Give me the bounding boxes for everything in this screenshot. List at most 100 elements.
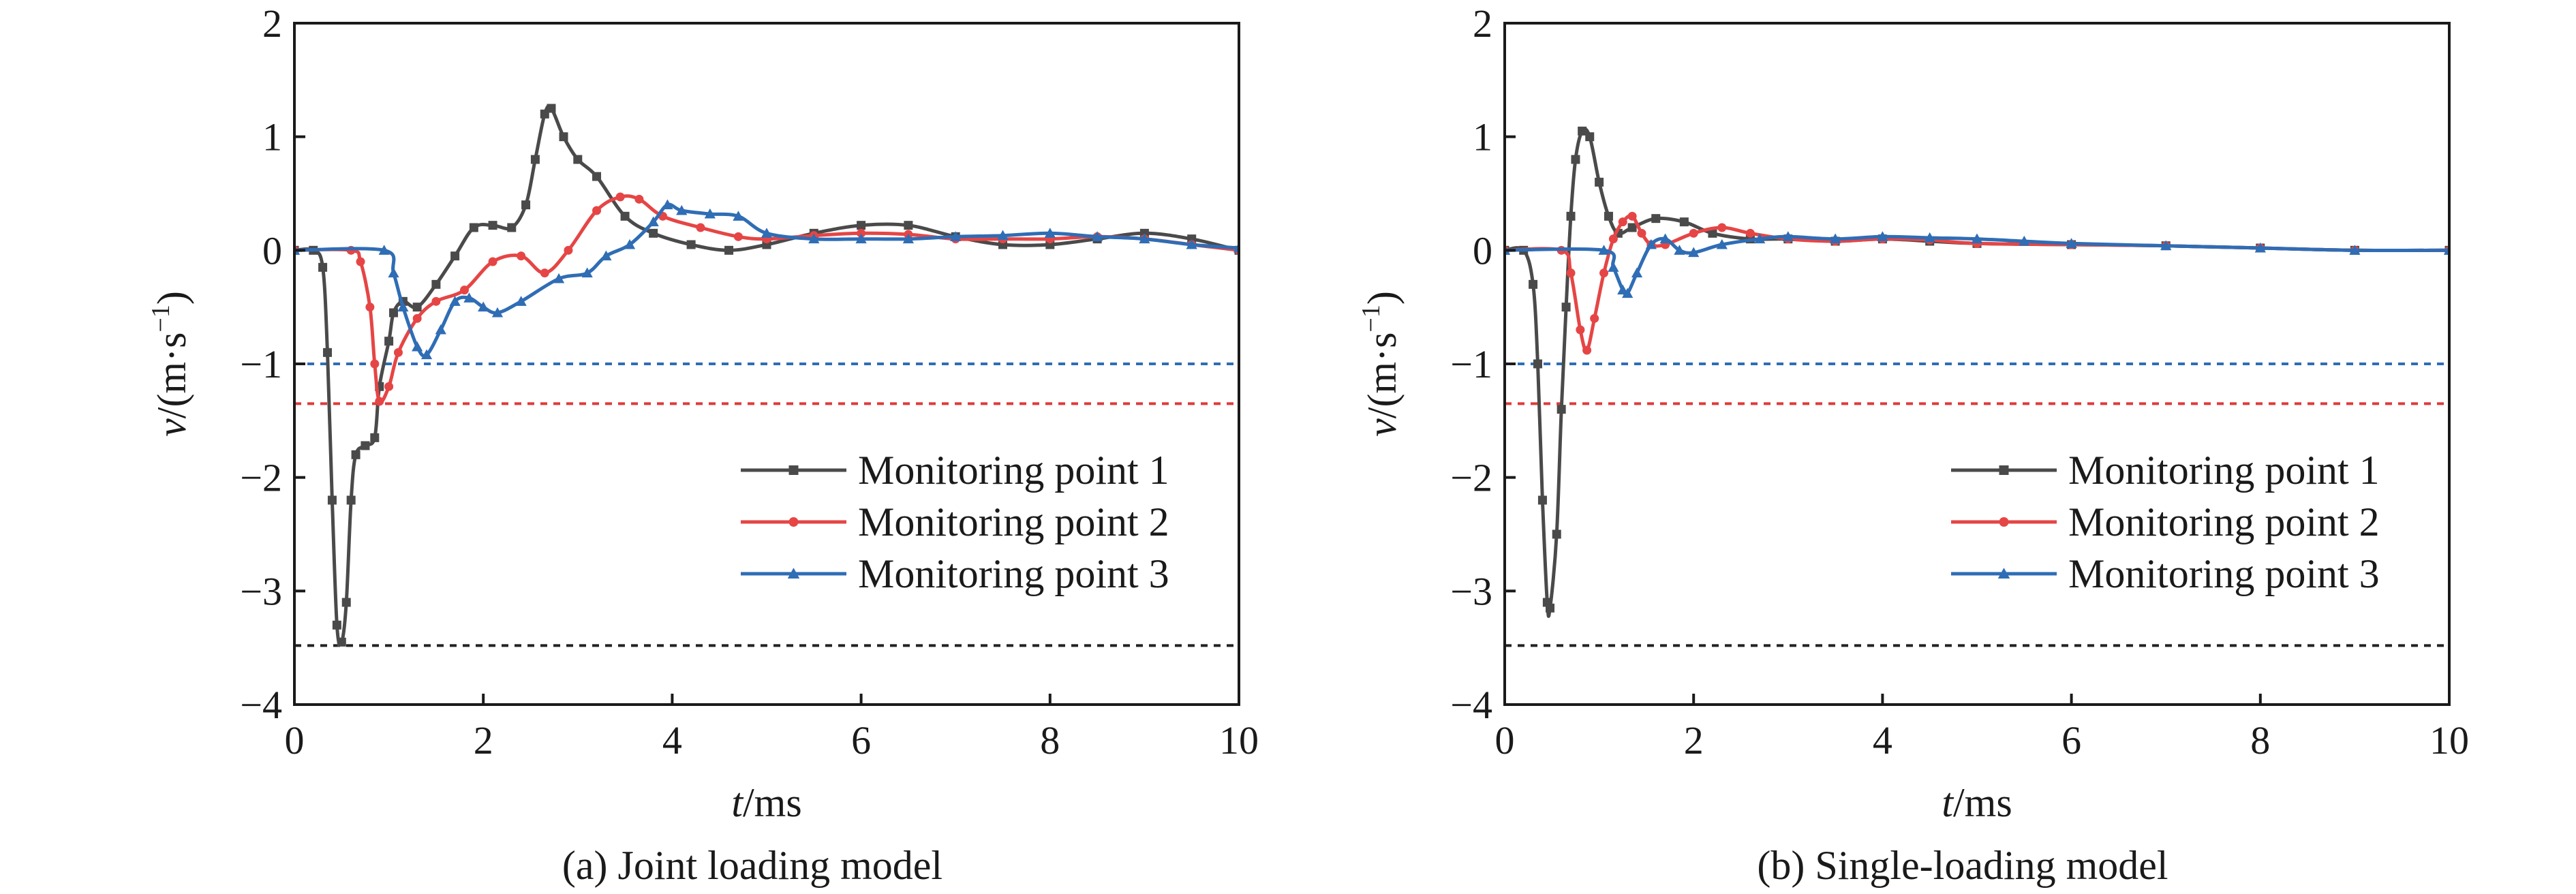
data-point-s1-24 (530, 155, 540, 164)
x-tick-label: 10 (2429, 718, 2469, 762)
data-point-s1-5 (1537, 495, 1547, 505)
data-point-s2-6 (375, 397, 384, 406)
data-point-s3-25 (902, 233, 915, 244)
data-point-s2-20 (696, 223, 705, 232)
data-point-s3-30 (1139, 233, 1150, 244)
data-point-s1-7 (1546, 603, 1555, 613)
data-point-s1-17 (412, 303, 422, 312)
legend: Monitoring point 1 Monitoring point 2 Moni… (741, 448, 1169, 596)
x-axis-title: t/ms (1942, 780, 2012, 825)
y-tick-label: 2 (1473, 1, 1492, 46)
data-point-s3-24 (855, 233, 867, 244)
data-point-s1-23 (521, 200, 531, 210)
data-point-s3-19 (676, 204, 688, 215)
data-point-s3-15 (1877, 231, 1888, 241)
y-tick-label: −4 (240, 683, 282, 727)
data-point-s3-23 (808, 233, 820, 244)
data-point-s3-11 (1716, 238, 1728, 249)
legend-label-3: Monitoring point 3 (858, 551, 1169, 596)
x-tick-label: 4 (662, 718, 682, 762)
legend-label-2: Monitoring point 2 (2068, 499, 2380, 544)
series-3 (1505, 231, 2449, 298)
data-point-s3-9 (463, 292, 475, 303)
data-point-s1-9 (346, 495, 356, 505)
data-point-s3-29 (1091, 231, 1103, 241)
data-point-s2-9 (412, 313, 422, 323)
data-point-s3-12 (1754, 233, 1766, 244)
data-point-s1-15 (389, 308, 399, 318)
data-point-s1-21 (488, 221, 497, 230)
x-tick-label: 2 (1684, 718, 1704, 762)
data-point-s3-18 (662, 199, 673, 210)
data-point-s1-32 (686, 240, 696, 249)
data-point-s3-21 (2254, 242, 2266, 253)
data-point-s1-18 (431, 279, 441, 289)
data-point-s3-18 (2019, 235, 2030, 246)
x-tick-label: 0 (1495, 718, 1515, 762)
data-point-s2-24 (857, 228, 866, 238)
data-point-s2-8 (393, 348, 403, 357)
x-tick-label: 10 (1219, 718, 1259, 762)
data-point-s2-7 (384, 382, 394, 391)
data-point-s3-27 (997, 230, 1009, 241)
series-3 (294, 199, 1239, 360)
data-point-s2-7 (1599, 268, 1609, 278)
data-point-s3-22 (761, 228, 773, 238)
data-point-s3-20 (2160, 240, 2172, 251)
data-point-s1-4 (323, 348, 333, 357)
data-point-s3-8 (1659, 233, 1671, 244)
data-point-s2-18 (634, 194, 644, 204)
data-point-s3-13 (553, 273, 565, 283)
y-tick-label: −2 (240, 456, 282, 500)
data-point-s3-22 (2349, 245, 2361, 255)
data-point-s3-13 (1782, 231, 1794, 241)
data-point-s3-32 (1233, 242, 1239, 253)
data-point-s1-11 (1566, 211, 1576, 221)
data-point-s1-20 (469, 223, 478, 232)
x-tick-label: 8 (1040, 718, 1060, 762)
data-point-s1-19 (1651, 214, 1661, 224)
chart-caption: (a) Joint loading model (562, 843, 942, 888)
data-point-s3-7 (435, 324, 446, 335)
data-point-s2-8 (1608, 234, 1618, 244)
x-tick-label: 4 (1873, 718, 1892, 762)
data-point-s1-20 (1679, 217, 1689, 227)
y-tick-label: 2 (262, 1, 282, 46)
data-point-s1-28 (573, 155, 583, 164)
data-point-s2-21 (733, 232, 743, 241)
data-point-s1-15 (1595, 177, 1604, 187)
data-point-s3-17 (647, 216, 659, 227)
data-point-s2-11 (459, 286, 469, 295)
y-tick-label: 1 (1473, 115, 1492, 159)
data-point-s3-6 (420, 349, 433, 360)
data-point-s2-4 (365, 303, 375, 312)
data-point-s2-10 (431, 296, 441, 306)
chart-panel-1: 0 2 4 6 8 10 −4 −3 −2 −1 0 1 2 t/ms v/(m·s−1) Monitorin… (147, 1, 1259, 888)
legend-label-3: Monitoring point 3 (2068, 551, 2380, 596)
data-point-s3-9 (1674, 245, 1685, 255)
legend-marker-1 (788, 465, 799, 475)
data-point-s2-16 (1745, 228, 1755, 238)
y-tick-label: −4 (1450, 683, 1492, 727)
data-point-s1-30 (620, 211, 630, 221)
legend-marker-1 (1999, 465, 2009, 475)
data-point-s1-37 (904, 221, 913, 230)
legend-marker-2 (788, 517, 799, 527)
data-point-s3-2 (1598, 245, 1610, 255)
data-point-s1-9 (1557, 405, 1566, 414)
series-2 (294, 192, 1239, 406)
data-point-s3-17 (1971, 233, 1983, 244)
data-point-s3-5 (412, 341, 423, 352)
series-2 (1505, 211, 2449, 355)
data-point-s3-7 (1645, 238, 1657, 249)
legend-label-2: Monitoring point 2 (858, 499, 1169, 544)
data-point-s1-4 (1533, 359, 1543, 369)
data-point-s2-11 (1637, 228, 1646, 238)
data-point-s1-11 (361, 441, 370, 450)
data-point-s1-12 (370, 433, 380, 442)
legend-marker-2 (1999, 517, 2009, 527)
data-point-s1-7 (337, 637, 346, 647)
data-point-s3-21 (733, 211, 744, 221)
data-point-s1-3 (318, 262, 328, 272)
